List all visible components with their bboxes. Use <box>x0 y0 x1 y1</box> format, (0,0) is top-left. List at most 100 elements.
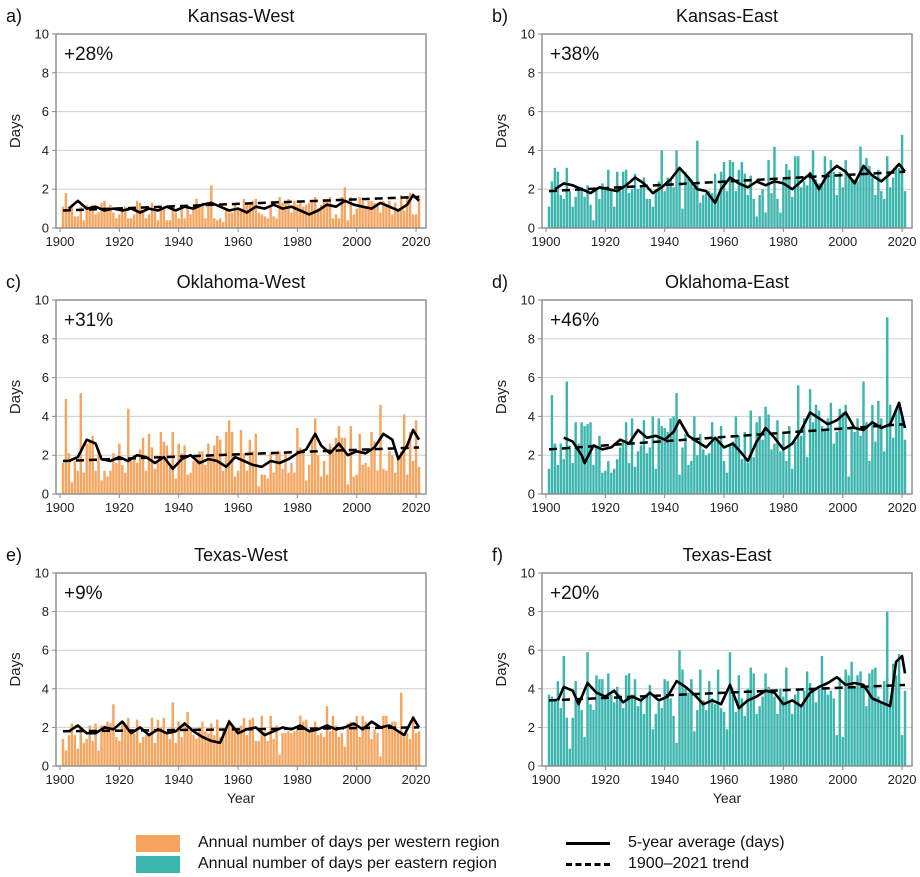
bar <box>402 210 406 228</box>
bar <box>699 202 702 228</box>
bar <box>186 204 189 228</box>
bar <box>141 737 145 766</box>
bar <box>248 719 252 766</box>
bar <box>331 715 335 766</box>
bar <box>550 696 554 766</box>
bar <box>349 721 353 766</box>
bar <box>687 464 690 494</box>
bar <box>725 729 729 766</box>
bar <box>853 686 856 766</box>
bar <box>376 470 379 494</box>
bar <box>737 675 741 766</box>
bar <box>900 134 904 228</box>
bar <box>417 466 421 494</box>
bar <box>414 420 418 494</box>
bar <box>64 750 68 766</box>
bar <box>138 202 142 228</box>
y-tick-label: 6 <box>42 370 49 385</box>
bar <box>642 713 646 766</box>
bar <box>856 181 859 228</box>
bar <box>305 480 308 494</box>
bar <box>782 696 785 766</box>
bar <box>823 156 827 228</box>
y-tick-label: 0 <box>42 759 49 774</box>
bar <box>547 468 551 494</box>
bar <box>174 478 177 494</box>
x-tick-label: 1900 <box>532 500 561 515</box>
bar <box>776 713 779 766</box>
x-tick-label: 1980 <box>283 500 312 515</box>
bar <box>129 731 133 766</box>
x-axis-label: Year <box>227 790 256 806</box>
legend-item-west: Annual number of days per western region <box>136 833 500 853</box>
bar <box>266 478 269 494</box>
bar <box>278 451 281 494</box>
bar <box>883 451 886 494</box>
bar <box>788 426 791 494</box>
bar <box>808 389 812 494</box>
y-tick-label: 6 <box>528 643 535 658</box>
bar <box>266 218 269 228</box>
bar <box>254 740 258 766</box>
x-tick-label: 1960 <box>710 500 739 515</box>
bar <box>343 746 347 766</box>
y-tick-label: 2 <box>42 448 49 463</box>
bar <box>672 416 675 494</box>
bar <box>275 218 278 228</box>
percent-annotation: +20% <box>550 583 599 604</box>
bar <box>408 193 412 228</box>
bar <box>364 206 367 228</box>
bar <box>227 212 231 228</box>
bar <box>607 169 610 228</box>
bar <box>805 185 809 228</box>
bar <box>112 453 115 494</box>
bar <box>654 468 658 494</box>
x-tick-label: 1940 <box>650 772 679 787</box>
bar <box>618 694 622 766</box>
bar <box>894 408 898 494</box>
bar <box>127 218 130 228</box>
y-tick-label: 0 <box>42 221 49 236</box>
bar <box>379 212 382 228</box>
average-line <box>563 401 907 465</box>
bar <box>666 177 669 228</box>
percent-annotation: +28% <box>64 44 113 65</box>
plot-frame <box>55 299 427 495</box>
bar <box>693 416 696 494</box>
bar <box>713 439 717 494</box>
bar <box>263 216 266 228</box>
bar <box>373 202 376 228</box>
bar <box>660 150 663 228</box>
bar <box>814 179 818 228</box>
x-tick-label: 1920 <box>591 500 620 515</box>
bar <box>192 461 195 494</box>
bar <box>604 187 607 228</box>
bar <box>195 198 198 228</box>
bar <box>705 455 708 494</box>
bar <box>556 464 560 494</box>
bar <box>269 453 272 494</box>
bar <box>328 731 332 766</box>
x-tick-label: 1960 <box>710 772 739 787</box>
bar <box>589 704 592 766</box>
bar <box>761 189 764 228</box>
bar <box>207 443 210 494</box>
bar <box>88 206 91 228</box>
bar <box>325 198 329 228</box>
bar <box>862 684 865 766</box>
bar <box>171 431 174 494</box>
bar <box>559 708 563 766</box>
bar <box>168 738 172 766</box>
bar <box>221 729 225 766</box>
bar <box>779 451 782 494</box>
bar <box>648 684 652 766</box>
y-tick-label: 8 <box>528 65 535 80</box>
panel-letter: b) <box>492 6 508 26</box>
bar <box>829 690 833 766</box>
bar <box>645 696 649 766</box>
bar <box>85 738 88 766</box>
bar <box>275 453 278 494</box>
bar <box>550 395 554 494</box>
bar <box>281 733 284 766</box>
bar <box>838 677 841 766</box>
